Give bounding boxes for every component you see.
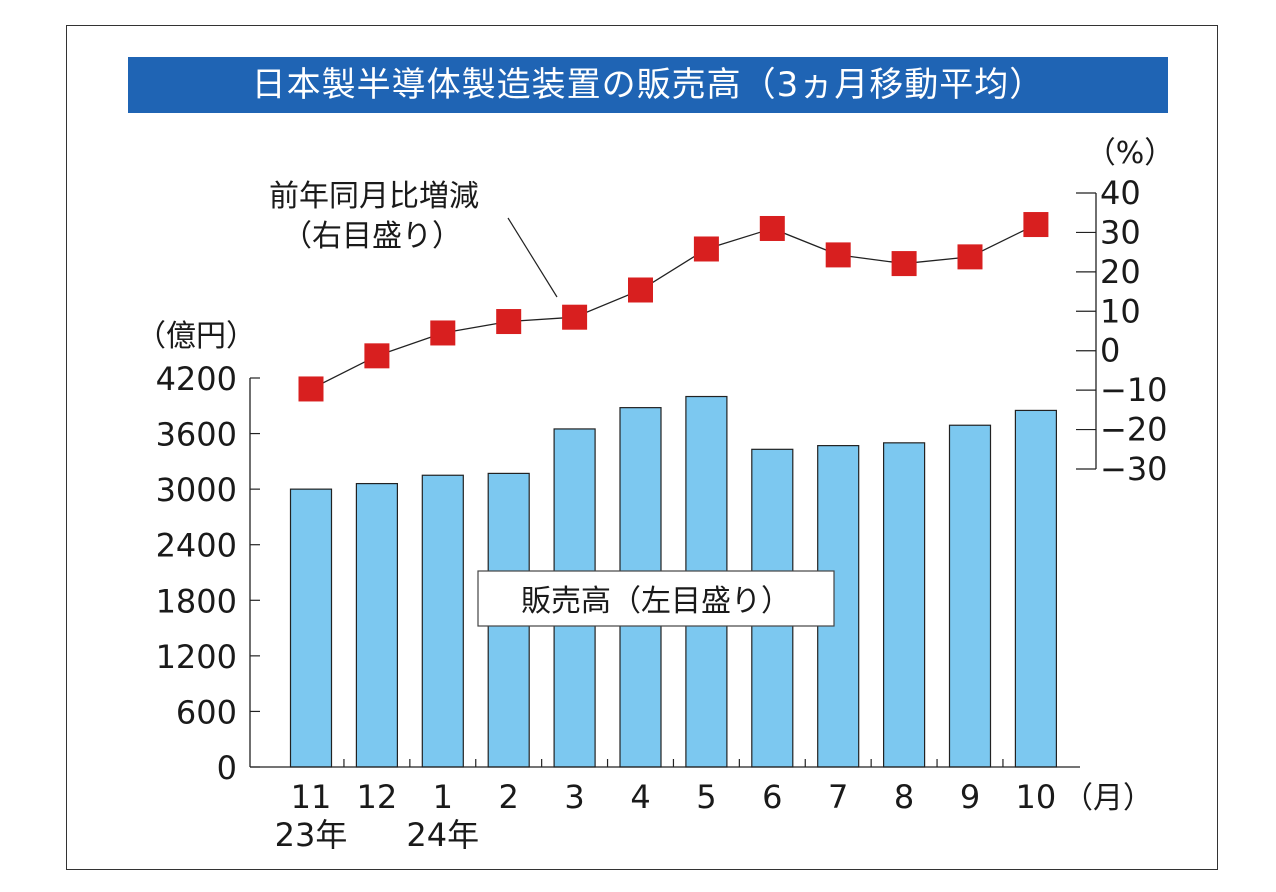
yoy-point	[825, 242, 851, 268]
x-tick-label: 11	[291, 778, 332, 816]
x-tick-label: 10	[1016, 778, 1057, 816]
y-left-tick-label: 4200	[156, 360, 237, 398]
yoy-point	[957, 244, 983, 270]
y-left-tick-label: 3000	[156, 471, 237, 509]
yoy-point	[891, 251, 917, 277]
y-right-tick-label: −10	[1100, 371, 1168, 409]
yoy-point	[693, 236, 719, 262]
yoy-point	[1023, 212, 1049, 238]
y-right-tick-label: 10	[1100, 292, 1141, 330]
x-tick-label: 8	[894, 778, 914, 816]
y-left-tick-label: 0	[217, 749, 237, 787]
y-left-unit: （億円）	[136, 319, 256, 354]
x-tick-label: 6	[762, 778, 782, 816]
x-tick-label: 12	[357, 778, 398, 816]
y-right-tick-label: 20	[1100, 253, 1141, 291]
chart-title: 日本製半導体製造装置の販売高（3ヵ月移動平均）	[128, 57, 1168, 113]
y-left-tick-label: 1200	[156, 638, 237, 676]
bar	[289, 488, 333, 768]
y-left-tick-label: 1800	[156, 582, 237, 620]
y-right-tick-label: 0	[1100, 332, 1120, 370]
bar	[355, 482, 398, 768]
bar-legend-box	[477, 570, 835, 627]
yoy-point	[562, 304, 588, 330]
annotation-leader	[507, 217, 558, 298]
y-left-tick-label: 600	[176, 693, 237, 731]
year-label: 23年	[275, 816, 348, 854]
x-tick-label: 5	[696, 778, 716, 816]
y-left-tick-label: 3600	[156, 416, 237, 454]
bar	[1014, 409, 1058, 768]
yoy-point	[364, 343, 390, 369]
yoy-point	[496, 309, 522, 335]
yoy-point	[759, 215, 785, 241]
x-tick-label: 3	[564, 778, 584, 816]
x-tick-label: 4	[630, 778, 650, 816]
y-right-tick-label: −20	[1100, 411, 1168, 449]
y-right-tick-label: 30	[1100, 213, 1141, 251]
x-tick-label: 9	[960, 778, 980, 816]
line-series-label: （右目盛り）	[282, 219, 462, 254]
yoy-point	[430, 320, 456, 346]
y-left-tick-label: 2400	[156, 527, 237, 565]
yoy-point	[298, 376, 324, 402]
x-tick-label: 7	[828, 778, 848, 816]
chart-frame	[66, 25, 1218, 870]
x-unit: （月）	[1063, 781, 1153, 816]
line-series-label: 前年同月比増減	[269, 179, 479, 214]
bar	[882, 442, 926, 768]
bar	[948, 424, 992, 768]
x-tick-label: 2	[499, 778, 519, 816]
x-tick-label: 1	[433, 778, 453, 816]
bar-legend-label: 販売高（左目盛り）	[521, 584, 791, 619]
y-right-tick-label: 40	[1100, 174, 1141, 212]
y-right-unit: （%）	[1086, 136, 1175, 171]
y-right-tick-label: −30	[1100, 450, 1168, 488]
bar	[421, 474, 464, 768]
year-label: 24年	[406, 816, 479, 854]
yoy-point	[628, 277, 653, 303]
